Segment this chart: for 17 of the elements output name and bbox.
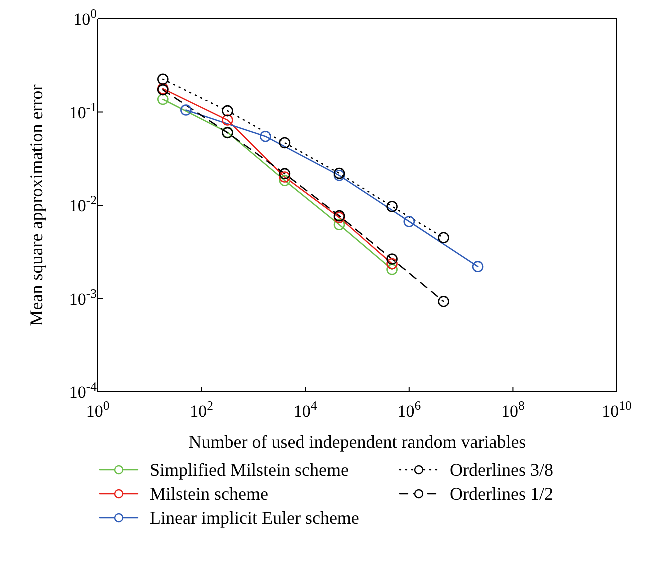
y-tick-label: 10$^{-4}$: [69, 380, 98, 402]
x-tick-label: 10$^{8}$: [502, 399, 525, 421]
y-tick-label: 10$^{0}$: [74, 7, 97, 29]
x-tick-label: 10$^{6}$: [398, 399, 422, 421]
x-tick-label: 10$^{10}$: [602, 399, 632, 421]
x-tick-label: 10$^{4}$: [294, 399, 318, 421]
x-tick-label: 10$^{2}$: [190, 399, 214, 421]
legend-label: Orderlines 1/2: [450, 484, 554, 504]
legend-label: Milstein scheme: [150, 484, 268, 504]
x-axis-title: Number of used independent random variables: [188, 432, 526, 452]
legend-label: Orderlines 3/8: [450, 460, 554, 480]
legend-label: Linear implicit Euler scheme: [150, 508, 360, 528]
legend-label: Simplified Milstein scheme: [150, 460, 349, 480]
y-tick-label: 10$^{-3}$: [69, 286, 97, 309]
y-tick-label: 10$^{-2}$: [69, 194, 97, 216]
y-tick-label: 10$^{-1}$: [69, 100, 97, 122]
y-axis-title: Mean square approximation error: [26, 84, 46, 326]
